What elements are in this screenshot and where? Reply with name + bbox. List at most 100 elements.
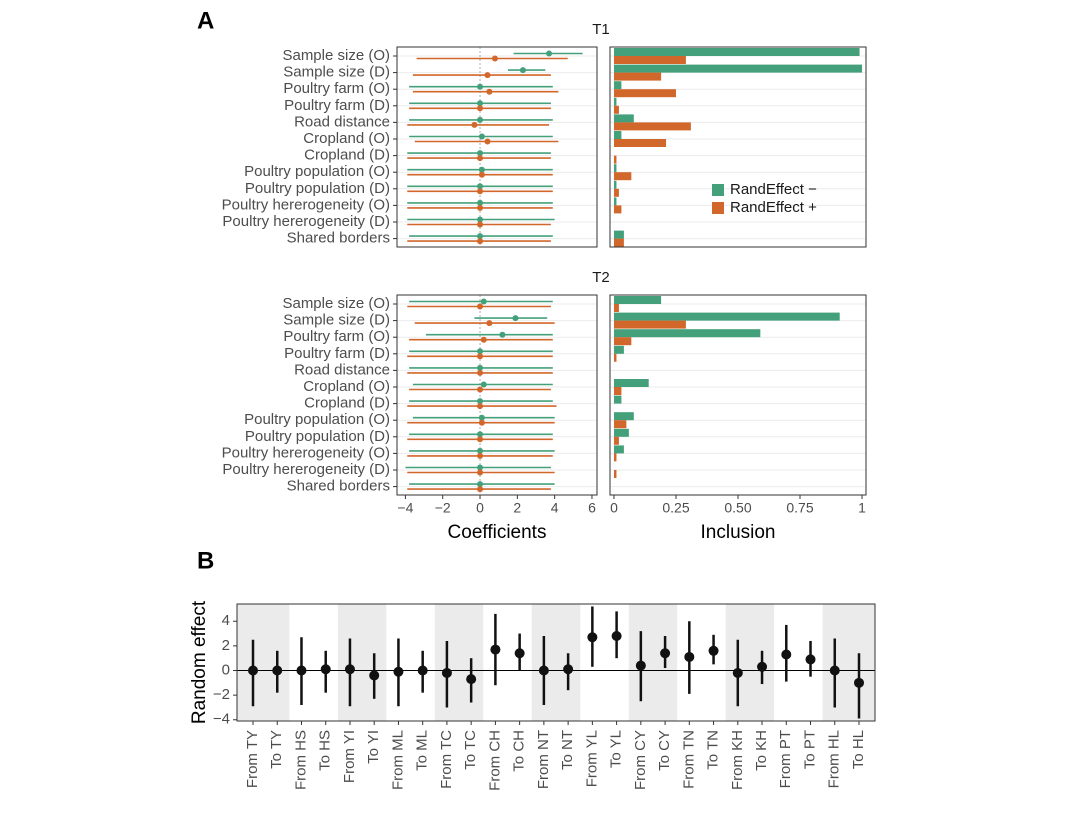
estimate	[477, 436, 484, 443]
panel-border	[396, 46, 598, 248]
x-tick-label: To NT	[559, 730, 576, 770]
estimate	[480, 298, 487, 305]
estimate	[514, 648, 525, 659]
x-tick-label: To PT	[801, 730, 818, 769]
x-tick-label: From PT	[777, 730, 794, 788]
y-tick-label: 2	[222, 637, 230, 654]
estimate	[490, 644, 501, 655]
x-tick-label: To YL	[608, 730, 625, 768]
y-tick-label: 0	[222, 661, 230, 678]
estimate	[491, 55, 498, 62]
x-tick-label: From TC	[438, 730, 455, 789]
panel	[397, 47, 597, 247]
bar	[613, 470, 617, 478]
bar	[613, 97, 617, 106]
shade-band	[822, 604, 875, 721]
bar	[613, 139, 667, 147]
estimate	[477, 464, 484, 471]
y-tick-label: Poultry farm (O)	[283, 80, 390, 97]
bar	[613, 131, 622, 139]
legend-swatch	[712, 202, 724, 214]
x-tick-label: To HL	[850, 730, 867, 769]
bar	[613, 329, 761, 338]
bar	[613, 304, 619, 312]
y-tick-label: Cropland (D)	[304, 147, 390, 164]
estimate	[611, 631, 622, 642]
estimate	[480, 381, 487, 388]
shade-band	[337, 604, 387, 721]
bar	[613, 238, 624, 247]
panel-label: A	[197, 7, 214, 34]
y-tick-label: 4	[222, 612, 230, 629]
y-tick-label: Poultry hererogeneity (O)	[222, 196, 390, 213]
x-tick-label: 0	[610, 500, 618, 516]
x-tick-label: From NT	[535, 730, 552, 789]
estimate	[757, 661, 768, 672]
estimate	[477, 369, 484, 376]
x-tick-label: From CH	[486, 730, 503, 791]
x-tick-label: 0	[476, 500, 484, 516]
estimate	[477, 155, 484, 162]
bar	[613, 105, 619, 114]
x-tick-label: To HS	[317, 730, 334, 771]
estimate	[805, 654, 816, 665]
x-tick-label: From HS	[292, 730, 309, 790]
estimate	[708, 645, 719, 656]
estimate	[477, 447, 484, 454]
bar	[613, 428, 629, 437]
bar	[613, 89, 676, 98]
y-tick-label: −2	[213, 686, 230, 703]
x-tick-label: To TN	[705, 730, 722, 770]
x-tick-label: To CH	[511, 730, 528, 772]
bar	[613, 205, 622, 214]
y-tick-label: Poultry hererogeneity (O)	[222, 444, 390, 461]
estimate	[477, 403, 484, 410]
y-tick-label: Poultry farm (D)	[284, 97, 390, 114]
panel-border	[236, 603, 876, 722]
bar	[613, 353, 617, 362]
bar	[613, 445, 624, 454]
bar	[613, 155, 617, 164]
estimate	[587, 632, 598, 643]
x-tick-label: 0.75	[786, 500, 813, 516]
strip-label: T1	[592, 21, 610, 38]
x-tick-label: From HL	[826, 730, 843, 788]
estimate	[477, 469, 484, 476]
x-tick-label: 1	[858, 500, 866, 516]
estimate	[635, 660, 646, 671]
y-tick-label: Sample size (O)	[282, 295, 390, 312]
estimate	[320, 664, 331, 675]
estimate	[477, 83, 484, 90]
y-tick-label: Sample size (D)	[283, 312, 390, 329]
estimate	[512, 315, 519, 322]
y-tick-label: Shared borders	[287, 478, 390, 495]
shade-band	[628, 604, 678, 721]
x-tick-label: To CY	[656, 730, 673, 771]
estimate	[477, 105, 484, 112]
y-tick-label: Poultry population (O)	[244, 411, 390, 428]
estimate	[393, 666, 404, 677]
estimate	[477, 398, 484, 405]
x-tick-label: To KH	[753, 730, 770, 771]
estimate	[477, 204, 484, 211]
x-axis-title: Coefficients	[448, 522, 547, 543]
estimate	[484, 138, 491, 145]
estimate	[272, 665, 283, 676]
estimate	[477, 386, 484, 393]
estimate	[466, 674, 477, 685]
estimate	[477, 238, 484, 245]
strip-label: T2	[592, 269, 610, 286]
panel-border	[396, 294, 598, 496]
estimate	[478, 166, 485, 173]
estimate	[477, 364, 484, 371]
bar	[613, 72, 662, 81]
bar	[613, 312, 840, 321]
x-tick-label: To TC	[462, 730, 479, 770]
y-tick-label: Poultry farm (D)	[284, 345, 390, 362]
y-tick-label: Poultry farm (O)	[283, 328, 390, 345]
estimate	[546, 50, 553, 57]
bar	[613, 387, 622, 395]
bar	[613, 453, 617, 462]
bar	[613, 180, 617, 189]
estimate	[477, 183, 484, 190]
